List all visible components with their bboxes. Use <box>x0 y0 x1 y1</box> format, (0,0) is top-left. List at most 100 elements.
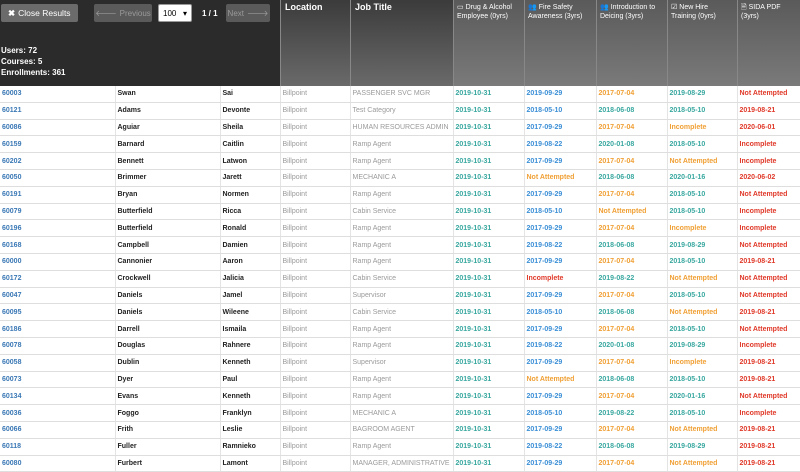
course-status-cell[interactable]: 2017-09-29 <box>524 320 597 338</box>
course-status-cell[interactable]: 2019-10-31 <box>453 253 525 271</box>
course-status-cell[interactable]: 2019-10-31 <box>453 421 525 439</box>
course-status-cell[interactable]: 2017-07-04 <box>596 219 668 238</box>
course-status-cell[interactable]: Incomplete <box>737 337 800 355</box>
course-status-cell[interactable]: 2017-07-04 <box>596 387 668 406</box>
course-status-cell[interactable]: Incomplete <box>667 354 738 372</box>
course-status-cell[interactable]: 2019-10-31 <box>453 236 525 254</box>
table-row[interactable]: 60078 Douglas Rahnere Billpoint Ramp Agent 20… <box>0 337 800 355</box>
course-status-cell[interactable]: 2017-09-29 <box>524 219 597 238</box>
table-row[interactable]: 60079 Butterfield Ricca Billpoint Cabin Serv… <box>0 203 800 221</box>
course-status-cell[interactable]: 2017-07-04 <box>596 253 668 271</box>
course-status-cell[interactable]: 2019-08-22 <box>596 270 668 288</box>
course-status-cell[interactable]: 2019-10-31 <box>453 371 525 389</box>
course-status-cell[interactable]: Not Attempted <box>667 455 738 472</box>
table-row[interactable]: 60058 Dublin Kenneth Billpoint Supervisor 201… <box>0 354 800 372</box>
user-id-link[interactable]: 60036 <box>0 404 116 422</box>
course-status-cell[interactable]: 2018-05-10 <box>524 404 597 422</box>
course-status-cell[interactable]: Incomplete <box>524 270 597 288</box>
course-status-cell[interactable]: 2019-10-31 <box>453 438 525 456</box>
user-id-link[interactable]: 60168 <box>0 236 116 254</box>
course-status-cell[interactable]: Not Attempted <box>524 169 597 187</box>
course-status-cell[interactable]: 2018-06-08 <box>596 169 668 187</box>
course-status-cell[interactable]: 2017-09-29 <box>524 287 597 305</box>
table-row[interactable]: 60047 Daniels Jamel Billpoint Supervisor 2019… <box>0 287 800 305</box>
course-status-cell[interactable]: 2019-10-31 <box>453 219 525 238</box>
course-status-cell[interactable]: 2019-10-31 <box>453 169 525 187</box>
course-status-cell[interactable]: 2018-05-10 <box>667 186 738 204</box>
course-status-cell[interactable]: 2019-10-31 <box>453 455 525 472</box>
previous-page-button[interactable]: 🡐 Previous <box>94 4 152 22</box>
course-status-cell[interactable]: 2019-10-31 <box>453 135 525 154</box>
table-row[interactable]: 60080 Furbert Lamont Billpoint MANAGER, ADMI… <box>0 455 800 472</box>
user-id-link[interactable]: 60159 <box>0 135 116 154</box>
user-id-link[interactable]: 60047 <box>0 287 116 305</box>
course-status-cell[interactable]: 2019-08-22 <box>524 135 597 154</box>
table-row[interactable]: 60168 Campbell Damien Billpoint Ramp Agent 20… <box>0 236 800 254</box>
course-status-cell[interactable]: 2019-08-29 <box>667 337 738 355</box>
table-row[interactable]: 60086 Aguiar Sheila Billpoint HUMAN RESOURCE… <box>0 119 800 137</box>
course-status-cell[interactable]: 2017-07-04 <box>596 86 668 103</box>
course-status-cell[interactable]: 2017-09-29 <box>524 354 597 372</box>
table-row[interactable]: 60186 Darrell Ismaila Billpoint Ramp Agent 20… <box>0 320 800 338</box>
course-status-cell[interactable]: 2017-07-04 <box>596 186 668 204</box>
course-status-cell[interactable]: 2020-01-08 <box>596 337 668 355</box>
course-status-cell[interactable]: Incomplete <box>737 203 800 221</box>
course-status-cell[interactable]: 2018-05-10 <box>667 371 738 389</box>
course-status-cell[interactable]: 2019-08-22 <box>524 337 597 355</box>
course-status-cell[interactable]: 2018-06-08 <box>596 102 668 120</box>
course-status-cell[interactable]: 2018-05-10 <box>667 253 738 271</box>
column-header-job-title[interactable]: Job Title <box>350 0 453 86</box>
user-id-link[interactable]: 60196 <box>0 219 116 238</box>
table-row[interactable]: 60202 Bennett Latwon Billpoint Ramp Agent 201… <box>0 152 800 170</box>
course-status-cell[interactable]: Not Attempted <box>667 152 738 170</box>
course-status-cell[interactable]: 2017-09-29 <box>524 119 597 137</box>
table-row[interactable]: 60118 Fuller Ramnieko Billpoint Ramp Agent 20… <box>0 438 800 456</box>
table-row[interactable]: 60066 Frith Leslie Billpoint BAGROOM AGENT 20… <box>0 421 800 439</box>
course-status-cell[interactable]: 2019-08-21 <box>737 303 800 322</box>
course-status-cell[interactable]: Not Attempted <box>737 287 800 305</box>
table-row[interactable]: 60172 Crockwell Jalicia Billpoint Cabin Serv… <box>0 270 800 288</box>
course-status-cell[interactable]: 2018-06-08 <box>596 236 668 254</box>
course-status-cell[interactable]: 2018-05-10 <box>524 303 597 322</box>
user-id-link[interactable]: 60121 <box>0 102 116 120</box>
course-status-cell[interactable]: Incomplete <box>737 152 800 170</box>
course-status-cell[interactable]: 2018-05-10 <box>524 203 597 221</box>
course-status-cell[interactable]: 2019-10-31 <box>453 152 525 170</box>
course-status-cell[interactable]: 2019-10-31 <box>453 387 525 406</box>
course-status-cell[interactable]: 2019-08-21 <box>737 102 800 120</box>
course-status-cell[interactable]: 2019-10-31 <box>453 287 525 305</box>
course-status-cell[interactable]: 2019-10-31 <box>453 404 525 422</box>
course-status-cell[interactable]: 2020-01-16 <box>667 387 738 406</box>
course-status-cell[interactable]: 2018-06-08 <box>596 303 668 322</box>
course-status-cell[interactable]: 2019-08-21 <box>737 421 800 439</box>
course-status-cell[interactable]: 2017-09-29 <box>524 186 597 204</box>
course-status-cell[interactable]: Not Attempted <box>596 203 668 221</box>
course-status-cell[interactable]: 2018-05-10 <box>667 102 738 120</box>
course-status-cell[interactable]: 2019-10-31 <box>453 303 525 322</box>
course-status-cell[interactable]: Incomplete <box>667 219 738 238</box>
course-status-cell[interactable]: Not Attempted <box>524 371 597 389</box>
course-status-cell[interactable]: 2018-06-08 <box>596 438 668 456</box>
column-header-location[interactable]: Location <box>280 0 350 86</box>
user-id-link[interactable]: 60202 <box>0 152 116 170</box>
course-status-cell[interactable]: 2020-06-01 <box>737 119 800 137</box>
course-status-cell[interactable]: 2018-05-10 <box>667 320 738 338</box>
next-page-button[interactable]: Next 🡒 <box>226 4 270 22</box>
course-status-cell[interactable]: 2017-09-29 <box>524 152 597 170</box>
table-row[interactable]: 60095 Daniels Wileene Billpoint Cabin Servic… <box>0 303 800 322</box>
course-status-cell[interactable]: 2020-01-08 <box>596 135 668 154</box>
course-status-cell[interactable]: Not Attempted <box>737 387 800 406</box>
user-id-link[interactable]: 60000 <box>0 253 116 271</box>
course-status-cell[interactable]: 2019-08-29 <box>667 86 738 103</box>
table-row[interactable]: 60003 Swan Sai Billpoint PASSENGER SVC MGR 20… <box>0 86 800 103</box>
user-id-link[interactable]: 60080 <box>0 455 116 472</box>
course-status-cell[interactable]: 2018-05-10 <box>667 287 738 305</box>
course-status-cell[interactable]: 2020-01-16 <box>667 169 738 187</box>
course-status-cell[interactable]: 2019-10-31 <box>453 102 525 120</box>
course-status-cell[interactable]: 2019-08-21 <box>737 438 800 456</box>
course-status-cell[interactable]: Not Attempted <box>737 270 800 288</box>
course-status-cell[interactable]: 2019-10-31 <box>453 270 525 288</box>
course-status-cell[interactable]: 2017-09-29 <box>524 387 597 406</box>
user-id-link[interactable]: 60186 <box>0 320 116 338</box>
course-status-cell[interactable]: 2019-08-29 <box>667 438 738 456</box>
